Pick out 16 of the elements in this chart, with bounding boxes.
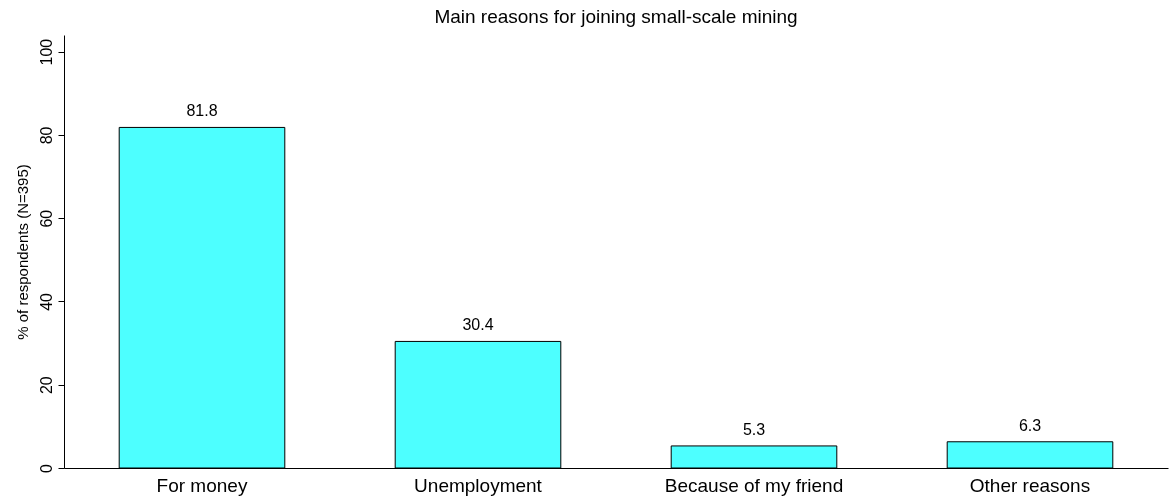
y-tick-label: 0 (37, 463, 55, 473)
y-tick-label: 60 (37, 209, 55, 228)
x-tick-label: Unemployment (414, 474, 543, 496)
y-tick-label: 100 (37, 38, 55, 66)
y-tick-label: 40 (37, 292, 55, 311)
data-label: 81.8 (186, 102, 218, 120)
data-label: 5.3 (742, 420, 766, 438)
x-tick-label: Other reasons (969, 474, 1091, 496)
y-tick-label: 80 (37, 126, 55, 145)
y-axis-title: % of respondents (N=395) (13, 164, 31, 340)
chart-title: Main reasons for joining small-scale mining (434, 6, 798, 27)
x-tick-label: Because of my friend (664, 474, 844, 496)
data-label: 6.3 (1018, 416, 1042, 434)
data-label: 30.4 (462, 316, 494, 334)
y-tick-label: 20 (37, 376, 55, 395)
x-tick-label: For money (156, 474, 248, 496)
